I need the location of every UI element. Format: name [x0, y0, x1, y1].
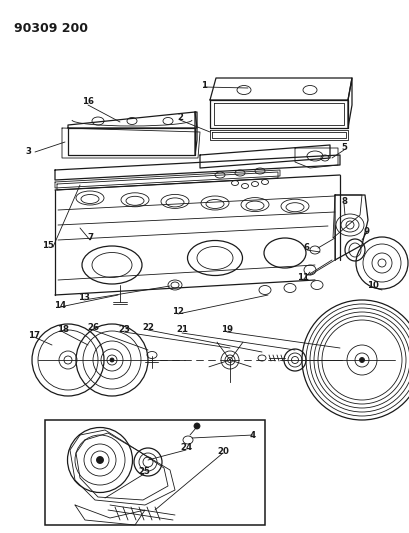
Text: 11: 11 [297, 273, 309, 282]
Ellipse shape [194, 423, 200, 429]
Text: 18: 18 [57, 326, 69, 335]
Text: 6: 6 [304, 244, 310, 253]
Ellipse shape [360, 358, 364, 362]
Text: 90309 200: 90309 200 [14, 22, 88, 35]
Text: 23: 23 [118, 326, 130, 335]
Text: 14: 14 [54, 301, 66, 310]
Text: 24: 24 [180, 443, 192, 453]
Text: 26: 26 [87, 324, 99, 333]
Text: 17: 17 [28, 330, 40, 340]
Text: 1: 1 [201, 80, 207, 90]
Text: 7: 7 [87, 233, 93, 243]
Text: 12: 12 [172, 308, 184, 317]
Text: 19: 19 [221, 326, 233, 335]
Text: 15: 15 [42, 240, 54, 249]
Text: 16: 16 [82, 98, 94, 107]
Text: 2: 2 [177, 112, 183, 122]
Text: 9: 9 [364, 228, 370, 237]
Text: 8: 8 [341, 198, 347, 206]
Text: 4: 4 [250, 431, 256, 440]
Bar [45, 420, 265, 525]
Text: 21: 21 [176, 326, 188, 335]
Text: 3: 3 [25, 148, 31, 157]
Text: 22: 22 [142, 324, 154, 333]
Text: 13: 13 [78, 294, 90, 303]
Text: 10: 10 [367, 280, 379, 289]
Ellipse shape [97, 456, 103, 464]
Ellipse shape [110, 358, 114, 362]
Text: 20: 20 [217, 448, 229, 456]
Text: 25: 25 [138, 467, 150, 477]
Text: 5: 5 [341, 143, 347, 152]
